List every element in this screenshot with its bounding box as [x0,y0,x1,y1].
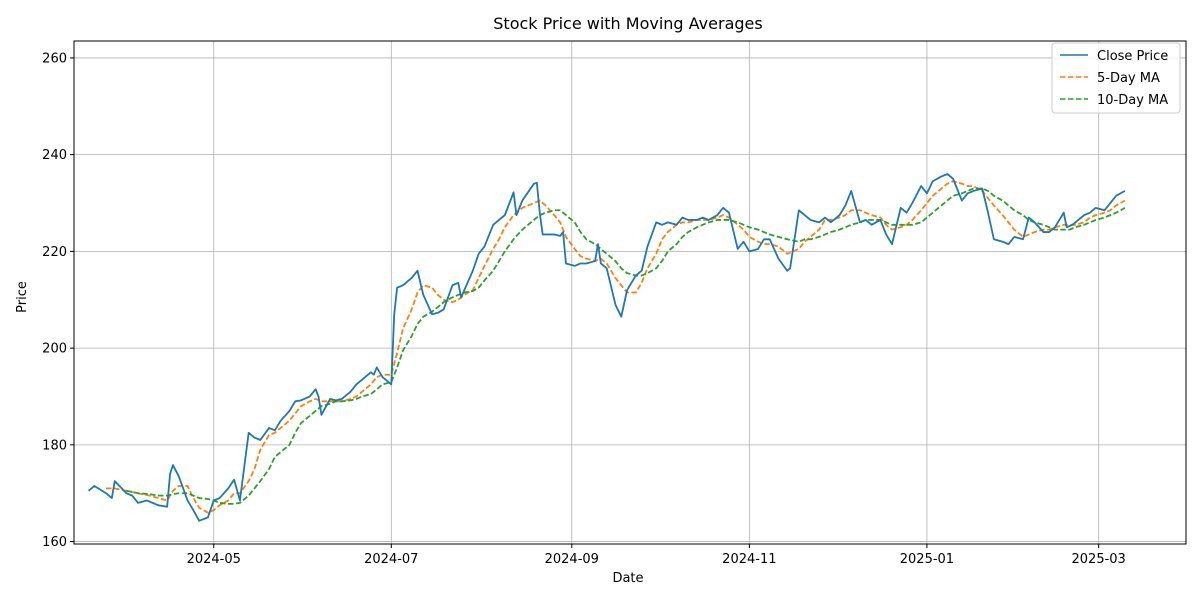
x-axis: 2024-05 2024-07 2024-09 2024-11 2025-01 2025-… [187,544,1126,567]
y-tick-label: 240 [42,148,67,163]
y-tick-label: 200 [42,342,67,357]
series-layer [87,173,1126,522]
y-axis-title: Price [15,281,30,313]
x-tick-label: 2025-01 [900,552,954,567]
legend-label-5-day-ma: 5-Day MA [1097,71,1160,86]
x-tick-label: 2024-11 [722,552,776,567]
x-axis-title: Date [612,571,643,586]
x-tick-label: 2024-07 [364,552,418,567]
legend-label-10-day-ma: 10-Day MA [1097,93,1168,108]
plot-frame [73,40,1187,545]
x-tick-label: 2025-03 [1072,552,1126,567]
legend-box [1051,42,1181,114]
chart-title: Stock Price with Moving Averages [493,14,762,33]
x-tick-label: 2024-09 [545,552,599,567]
y-tick-label: 160 [42,535,67,550]
legend: Close Price 5-Day MA 10-Day MA [1051,42,1181,114]
x-tick-label: 2024-05 [187,552,241,567]
grid [74,41,1186,544]
y-tick-label: 260 [42,51,67,66]
y-tick-label: 180 [42,438,67,453]
y-tick-label: 220 [42,245,67,260]
series-line-10-day-ma [126,187,1126,505]
series-line-5-day-ma [106,180,1126,514]
series-line-close-price [87,173,1126,522]
y-axis: 160 180 200 220 240 260 [42,51,74,550]
legend-label-close-price: Close Price [1097,49,1168,64]
